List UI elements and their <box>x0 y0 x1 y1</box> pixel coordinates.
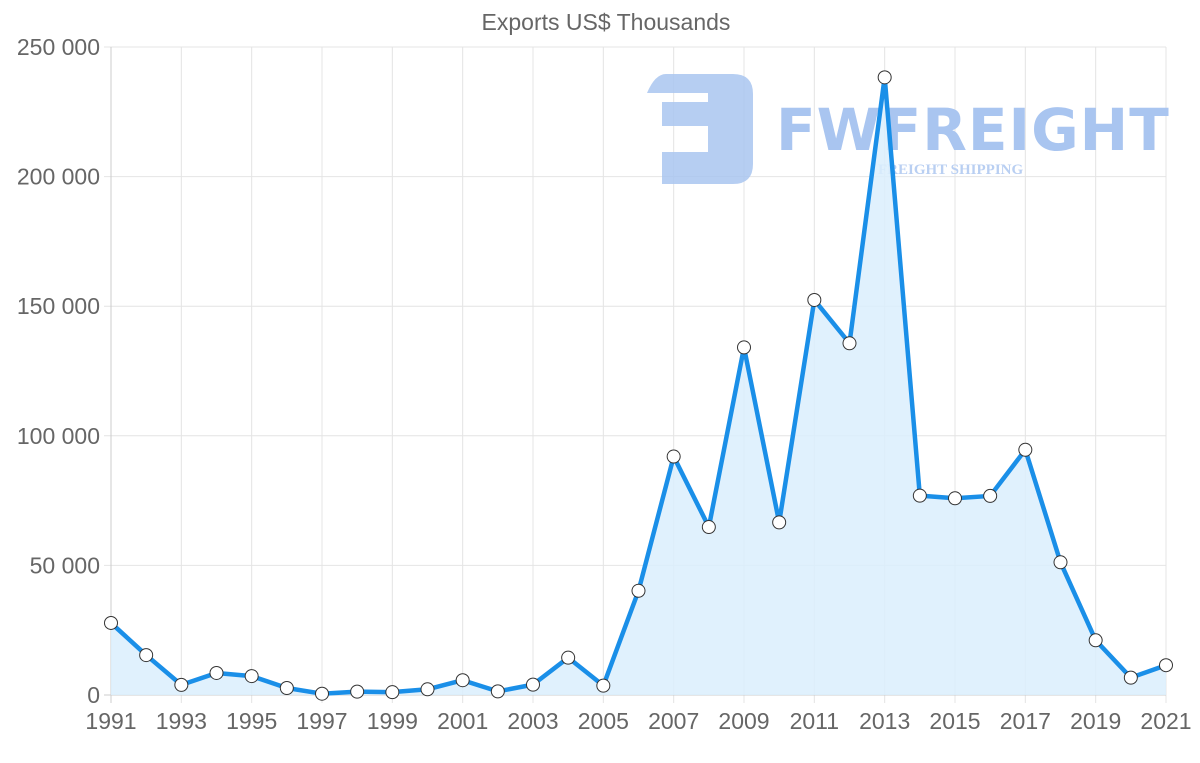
x-tick-label: 2019 <box>1070 708 1121 734</box>
data-point-1998[interactable] <box>350 684 365 699</box>
fwfreight-logo-icon <box>647 74 753 184</box>
x-tick-label: 2017 <box>1000 708 1051 734</box>
y-tick-label: 50 000 <box>30 552 100 578</box>
x-tick-label: 1999 <box>367 708 418 734</box>
data-point-2006[interactable] <box>631 583 646 598</box>
data-point-2010[interactable] <box>772 515 787 530</box>
y-tick-label: 150 000 <box>17 293 100 319</box>
data-point-1995[interactable] <box>244 669 259 684</box>
y-tick-label: 100 000 <box>17 423 100 449</box>
data-point-1993[interactable] <box>174 677 189 692</box>
watermark-brand-text: FWFREIGHT <box>776 96 1170 164</box>
data-point-1997[interactable] <box>315 686 329 701</box>
data-point-2009[interactable] <box>737 340 751 355</box>
x-axis-tick-labels: 1991 1993 1995 1997 1999 2001 2003 2005 2007 2009… <box>85 708 1191 734</box>
series-area-fill <box>111 77 1166 695</box>
data-point-2002[interactable] <box>490 684 505 699</box>
watermark-tagline-text: FREIGHT SHIPPING <box>878 162 1023 178</box>
y-tick-label: 200 000 <box>17 164 100 190</box>
x-tick-label: 2005 <box>578 708 629 734</box>
x-tick-label: 2021 <box>1140 708 1191 734</box>
y-tick-label: 250 000 <box>17 34 100 60</box>
data-point-1999[interactable] <box>385 685 400 700</box>
data-point-2017[interactable] <box>1018 442 1033 457</box>
data-point-2012[interactable] <box>842 336 857 351</box>
x-tick-label: 1991 <box>85 708 136 734</box>
data-point-1994[interactable] <box>209 665 224 680</box>
x-tick-label: 2011 <box>790 708 839 734</box>
data-point-2019[interactable] <box>1088 633 1103 648</box>
fwfreight-watermark: FWFREIGHT FREIGHT SHIPPING <box>647 74 1170 184</box>
data-point-1992[interactable] <box>139 648 154 663</box>
data-point-2007[interactable] <box>666 449 681 464</box>
data-point-2011[interactable] <box>807 292 822 307</box>
data-point-2004[interactable] <box>561 650 576 665</box>
data-point-2018[interactable] <box>1053 555 1068 570</box>
x-tick-label: 2007 <box>648 708 699 734</box>
data-point-2000[interactable] <box>420 682 435 697</box>
chart-title: Exports US$ Thousands <box>482 9 731 35</box>
data-point-2015[interactable] <box>948 491 962 506</box>
y-axis-tick-labels: 0 50 000 100 000 150 000 200 000 250 000 <box>17 34 100 708</box>
x-tick-label: 2001 <box>437 708 488 734</box>
data-point-1991[interactable] <box>104 615 118 630</box>
data-point-2005[interactable] <box>596 678 611 693</box>
data-point-2003[interactable] <box>526 677 540 692</box>
y-tick-label: 0 <box>87 682 100 708</box>
data-point-2021[interactable] <box>1159 658 1173 673</box>
x-tick-label: 2015 <box>929 708 980 734</box>
series-data-points <box>104 70 1173 701</box>
x-tick-label: 2009 <box>718 708 769 734</box>
data-point-2020[interactable] <box>1123 670 1138 685</box>
x-tick-label: 1993 <box>156 708 207 734</box>
area-fill <box>111 77 1166 695</box>
data-point-1996[interactable] <box>279 681 294 696</box>
x-tick-label: 1995 <box>226 708 277 734</box>
x-tick-label: 1997 <box>296 708 347 734</box>
data-point-2014[interactable] <box>912 488 927 503</box>
data-point-2001[interactable] <box>455 673 470 688</box>
x-tick-label: 2003 <box>507 708 558 734</box>
data-point-2016[interactable] <box>983 488 998 503</box>
data-point-2013[interactable] <box>877 70 892 85</box>
x-tick-label: 2013 <box>859 708 910 734</box>
data-point-2008[interactable] <box>701 520 716 535</box>
